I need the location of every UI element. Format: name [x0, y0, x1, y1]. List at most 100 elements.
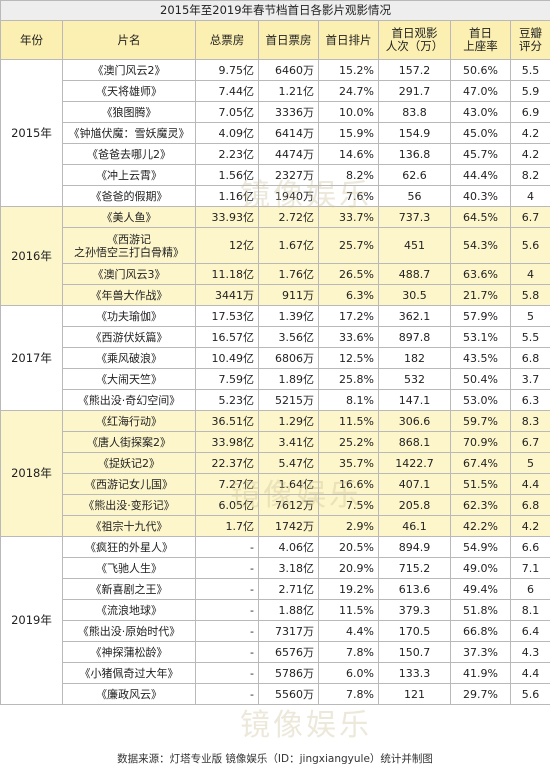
film-name: 《捉妖记2》: [62, 452, 196, 474]
data-cell: 53.1%: [450, 326, 511, 348]
data-cell: 8.1: [509, 599, 550, 621]
table-row: 2019年 《疯狂的外星人》 -4.06亿 20.5% 894.9 54.9% 6.6: [0, 536, 550, 705]
film-name: 《天将雄师》: [62, 80, 196, 102]
table-row: 《爸爸去哪儿2》 2.23亿 4474万 14.6% 136.8 45.7% 4.2: [1, 143, 550, 165]
data-cell: 1422.7: [378, 452, 451, 474]
data-cell: 5560万: [258, 683, 319, 705]
data-cell: 63.6%: [450, 263, 511, 285]
film-name: 《唐人街探案2》: [62, 431, 196, 453]
table-row: 《冲上云霄》 1.56亿 2327万 8.2% 62.6 44.4% 8.2: [1, 164, 550, 186]
data-cell: 25.7%: [318, 227, 379, 264]
data-cell: 7.44亿: [195, 80, 259, 102]
data-cell: 12.5%: [318, 347, 379, 369]
table-row: 《西游记 之孙悟空三打白骨精》 12亿 1.67亿 25.7% 451 54.3% 5.6: [1, 227, 550, 264]
data-cell: 11.18亿: [195, 263, 259, 285]
table-row: 《唐人街探案2》 33.98亿 3.41亿 25.2% 868.1 70.9% 6.7: [1, 431, 550, 453]
data-cell: 1.39亿: [258, 305, 319, 327]
data-cell: 15.9%: [318, 122, 379, 144]
data-cell: 44.4%: [450, 164, 511, 186]
data-cell: 3.41亿: [258, 431, 319, 453]
film-name: 《廉政风云》: [62, 683, 196, 705]
data-cell: 33.6%: [318, 326, 379, 348]
data-cell: 3441万: [195, 284, 259, 306]
data-cell: 7.27亿: [195, 473, 259, 495]
data-cell: -: [195, 683, 259, 705]
film-name: 《大闹天竺》: [62, 368, 196, 390]
data-cell: 170.5: [378, 620, 451, 642]
data-cell: 7.5%: [318, 494, 379, 516]
data-cell: 4.2: [509, 122, 550, 144]
data-cell: 20.9%: [318, 557, 379, 579]
watermark: 镜像娱乐: [240, 708, 372, 743]
table-row: 年份 片名 总票房 首日票房 首日排片 首日观影 人次（万） 首日 上座率 豆瓣 评分: [0, 20, 550, 60]
data-cell: 1.76亿: [258, 263, 319, 285]
data-cell: 7.1: [509, 557, 550, 579]
data-cell: 4.06亿: [258, 536, 319, 558]
data-cell: 57.9%: [450, 305, 511, 327]
table-row: 《年兽大作战》 3441万 911万 6.3% 30.5 21.7% 5.8: [1, 284, 550, 306]
data-cell: 379.3: [378, 599, 451, 621]
data-cell: 43.0%: [450, 101, 511, 123]
data-cell: 5.9: [509, 80, 550, 102]
data-cell: 6.9: [509, 101, 550, 123]
data-cell: 911万: [258, 284, 319, 306]
data-cell: 54.9%: [450, 536, 511, 558]
data-cell: 30.5: [378, 284, 451, 306]
film-name: 《飞驰人生》: [62, 557, 196, 579]
data-cell: 4.4: [509, 473, 550, 495]
data-cell: 70.9%: [450, 431, 511, 453]
data-cell: 11.5%: [318, 599, 379, 621]
film-name: 《爸爸的假期》: [62, 185, 196, 207]
data-cell: 50.4%: [450, 368, 511, 390]
film-name: 《功夫瑜伽》: [62, 305, 196, 327]
data-cell: 8.2: [509, 164, 550, 186]
data-cell: 4.3: [509, 641, 550, 663]
data-cell: 5: [509, 305, 550, 327]
film-name: 《小猪佩奇过大年》: [62, 662, 196, 684]
data-cell: -: [195, 599, 259, 621]
film-name: 《西游记女儿国》: [62, 473, 196, 495]
data-cell: 12亿: [195, 227, 259, 264]
table-row: 《西游伏妖篇》 16.57亿 3.56亿 33.6% 897.8 53.1% 5.5: [1, 326, 550, 348]
table-row: 2015年至2019年春节档首日各影片观影情况: [0, 0, 550, 21]
data-cell: 56: [378, 185, 451, 207]
data-cell: 15.2%: [318, 59, 379, 81]
data-cell: 407.1: [378, 473, 451, 495]
year-cell: 2019年: [0, 536, 63, 705]
data-cell: 45.7%: [450, 143, 511, 165]
data-cell: 2.9%: [318, 515, 379, 537]
data-cell: 5.5: [509, 326, 550, 348]
table-row: 《熊出没·原始时代》 -7317万 4.4% 170.5 66.8% 6.4: [1, 620, 550, 642]
data-cell: 17.2%: [318, 305, 379, 327]
column-header: 片名: [62, 20, 196, 60]
data-cell: 1.16亿: [195, 185, 259, 207]
film-name: 《西游记 之孙悟空三打白骨精》: [62, 227, 196, 264]
data-cell: 49.0%: [450, 557, 511, 579]
data-cell: 42.2%: [450, 515, 511, 537]
data-cell: 53.0%: [450, 389, 511, 411]
data-cell: 613.6: [378, 578, 451, 600]
data-cell: 26.5%: [318, 263, 379, 285]
data-cell: 10.49亿: [195, 347, 259, 369]
data-cell: 6576万: [258, 641, 319, 663]
data-cell: 136.8: [378, 143, 451, 165]
data-cell: 29.7%: [450, 683, 511, 705]
table-row: 《熊出没·变形记》 6.05亿 7612万 7.5% 205.8 62.3% 6.8: [1, 494, 550, 516]
data-cell: 62.3%: [450, 494, 511, 516]
data-cell: 4: [509, 185, 550, 207]
year-cell: 2015年: [0, 59, 63, 207]
data-cell: 868.1: [378, 431, 451, 453]
data-cell: 362.1: [378, 305, 451, 327]
data-cell: 33.93亿: [195, 206, 259, 228]
data-cell: 50.6%: [450, 59, 511, 81]
data-cell: 66.8%: [450, 620, 511, 642]
data-cell: 2327万: [258, 164, 319, 186]
data-cell: 7.05亿: [195, 101, 259, 123]
table: 2015年至2019年春节档首日各影片观影情况 年份 片名 总票房 首日票房 首日排片 首日…: [0, 0, 550, 705]
data-cell: 25.8%: [318, 368, 379, 390]
data-cell: 49.4%: [450, 578, 511, 600]
data-cell: 715.2: [378, 557, 451, 579]
data-cell: 6.3: [509, 389, 550, 411]
data-cell: 6.6: [509, 536, 550, 558]
data-cell: 10.0%: [318, 101, 379, 123]
